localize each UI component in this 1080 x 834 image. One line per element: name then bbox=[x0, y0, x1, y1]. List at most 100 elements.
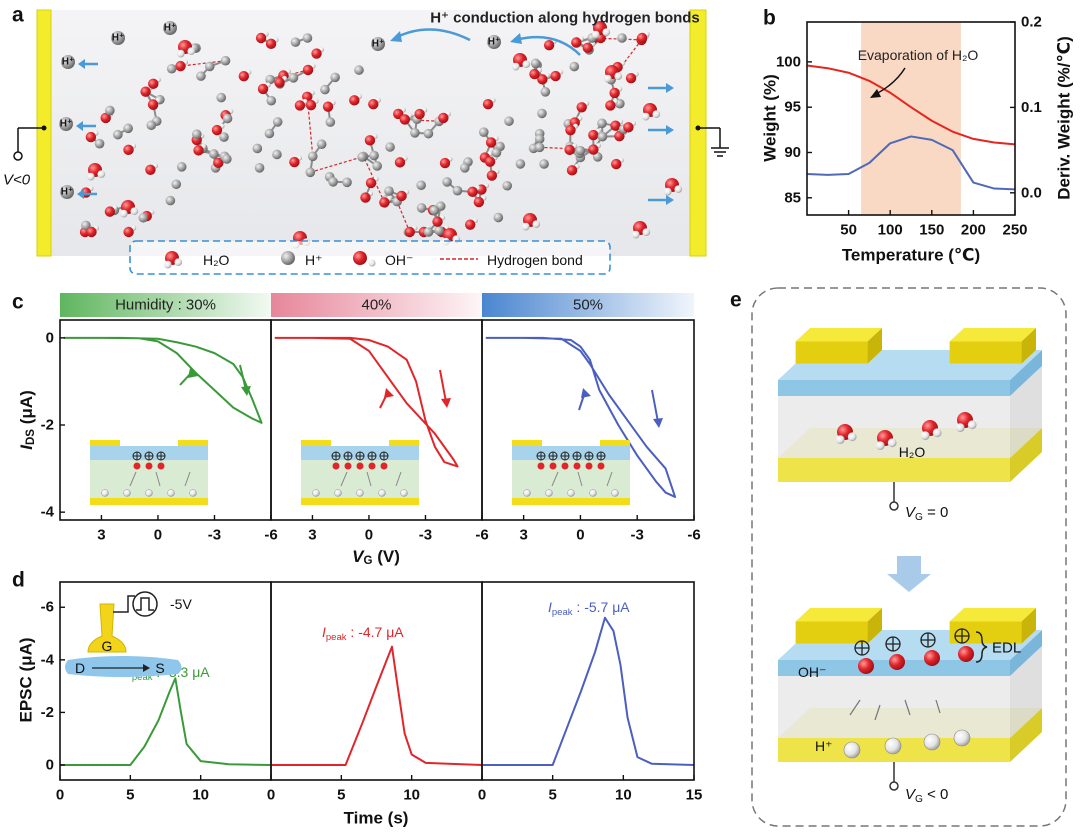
carbon-atom bbox=[493, 212, 504, 223]
panel-label: d bbox=[12, 569, 25, 592]
electrode-top bbox=[949, 608, 1036, 622]
inset-label: S bbox=[155, 660, 164, 676]
y-tick-label: -4 bbox=[41, 651, 55, 668]
oxygen-atom bbox=[482, 98, 494, 110]
oxygen-atom bbox=[265, 38, 277, 50]
proton bbox=[884, 737, 902, 755]
carbon-atom bbox=[254, 163, 265, 173]
proton bbox=[59, 117, 73, 131]
carbon-atom bbox=[192, 129, 202, 140]
carbon-atom bbox=[328, 177, 338, 187]
carbon-atom bbox=[342, 177, 352, 188]
inset-label: -5V bbox=[170, 596, 192, 612]
peak-annotation-main: I bbox=[548, 599, 552, 615]
peak-annotation: Ipeak : -4.7 μA bbox=[322, 624, 404, 643]
left-electrode bbox=[36, 9, 52, 257]
water-hydrogen bbox=[97, 170, 106, 179]
legend-label: Hydrogen bond bbox=[487, 252, 583, 268]
water-hydrogen bbox=[602, 28, 611, 37]
proton bbox=[923, 733, 941, 751]
x-tick-label: 0 bbox=[267, 787, 275, 804]
layer-side bbox=[1010, 630, 1042, 676]
carbon-atom bbox=[219, 132, 229, 142]
arrow-head bbox=[653, 418, 663, 428]
carbon-atom bbox=[410, 127, 420, 138]
x-tick-label: 0 bbox=[154, 527, 162, 544]
oxygen-atom bbox=[274, 77, 285, 88]
arrow-head bbox=[384, 388, 394, 398]
carbon-atom bbox=[272, 117, 283, 127]
carbon-atom bbox=[385, 142, 395, 152]
inset-charge-plus bbox=[597, 452, 605, 460]
edl-charge-plus bbox=[955, 629, 969, 643]
inset-proton bbox=[611, 489, 619, 497]
oxygen-atom bbox=[439, 157, 451, 169]
water-hydrogen bbox=[920, 431, 930, 440]
oxygen-atom bbox=[465, 219, 476, 230]
y-tick-label: -6 bbox=[41, 599, 54, 616]
panel-label: a bbox=[12, 4, 24, 27]
proton-label: H⁺ bbox=[815, 738, 833, 754]
peak-annotation-rest: : -5.7 μA bbox=[573, 599, 631, 615]
carbon-atom bbox=[252, 143, 263, 154]
oxygen-atom bbox=[565, 124, 576, 136]
channel bbox=[65, 656, 182, 677]
water-hydrogen bbox=[86, 172, 95, 181]
carbon-atom bbox=[597, 118, 607, 129]
carbon-atom bbox=[416, 180, 426, 191]
carbon-atom bbox=[369, 150, 379, 161]
hydroxide-ion bbox=[858, 658, 874, 674]
inset-arrow bbox=[606, 471, 613, 487]
carbon-atom bbox=[539, 159, 549, 169]
gate-terminal bbox=[889, 781, 899, 791]
inset-hydroxide bbox=[133, 462, 141, 470]
proton bbox=[111, 31, 125, 45]
oxygen-atom bbox=[294, 100, 306, 111]
hydrogen-bond bbox=[396, 201, 411, 233]
gate-terminal bbox=[889, 501, 899, 511]
carbon-atom bbox=[597, 131, 608, 142]
oxygen-atom bbox=[396, 190, 407, 202]
contact-dot bbox=[695, 125, 701, 131]
inset-proton bbox=[101, 489, 109, 497]
contact-dot bbox=[41, 125, 47, 131]
carbon-atom bbox=[176, 162, 187, 172]
inset-arrow bbox=[340, 471, 348, 487]
panel-title: 50% bbox=[573, 297, 603, 314]
header-bar bbox=[60, 293, 271, 317]
x-tick-label: 0 bbox=[576, 527, 584, 544]
layer-front bbox=[778, 458, 1010, 482]
oxygen-atom bbox=[147, 99, 159, 110]
gate-voltage-label-sub: G bbox=[915, 794, 923, 805]
data-line bbox=[485, 336, 677, 498]
carbon-atom bbox=[272, 149, 282, 160]
x-tick-label: 0 bbox=[365, 527, 373, 544]
oxygen-atom bbox=[311, 48, 322, 59]
water-hydrogen bbox=[119, 209, 128, 218]
inset-proton bbox=[189, 489, 197, 497]
carbon-atom bbox=[105, 105, 115, 116]
inset-arrow bbox=[184, 471, 191, 487]
carbon-atom bbox=[325, 117, 336, 127]
data-line bbox=[274, 336, 459, 468]
y-tick-label: 95 bbox=[784, 99, 801, 116]
inset-proton bbox=[545, 489, 553, 497]
x-axis-label-rest: (V) bbox=[372, 547, 399, 566]
y-tick-label: -2 bbox=[41, 417, 54, 434]
water-hydrogen bbox=[955, 423, 965, 432]
x-tick-label: 10 bbox=[615, 787, 632, 804]
inset-proton bbox=[400, 489, 408, 497]
ion-arrow bbox=[849, 699, 861, 716]
carbon-atom bbox=[423, 227, 434, 237]
arrow-head bbox=[241, 386, 251, 396]
inset-charge-plus bbox=[145, 452, 153, 460]
carbon-atom bbox=[442, 177, 452, 187]
inset-hydroxide bbox=[145, 462, 153, 470]
carbon-atom bbox=[288, 73, 299, 83]
proton-label: H⁺ bbox=[61, 187, 74, 198]
water-hydrogen bbox=[591, 30, 600, 39]
hydroxide-ion bbox=[889, 654, 905, 670]
water-hydrogen bbox=[522, 60, 531, 69]
carbon-atom bbox=[540, 87, 551, 97]
annotation-arrow bbox=[875, 67, 906, 95]
